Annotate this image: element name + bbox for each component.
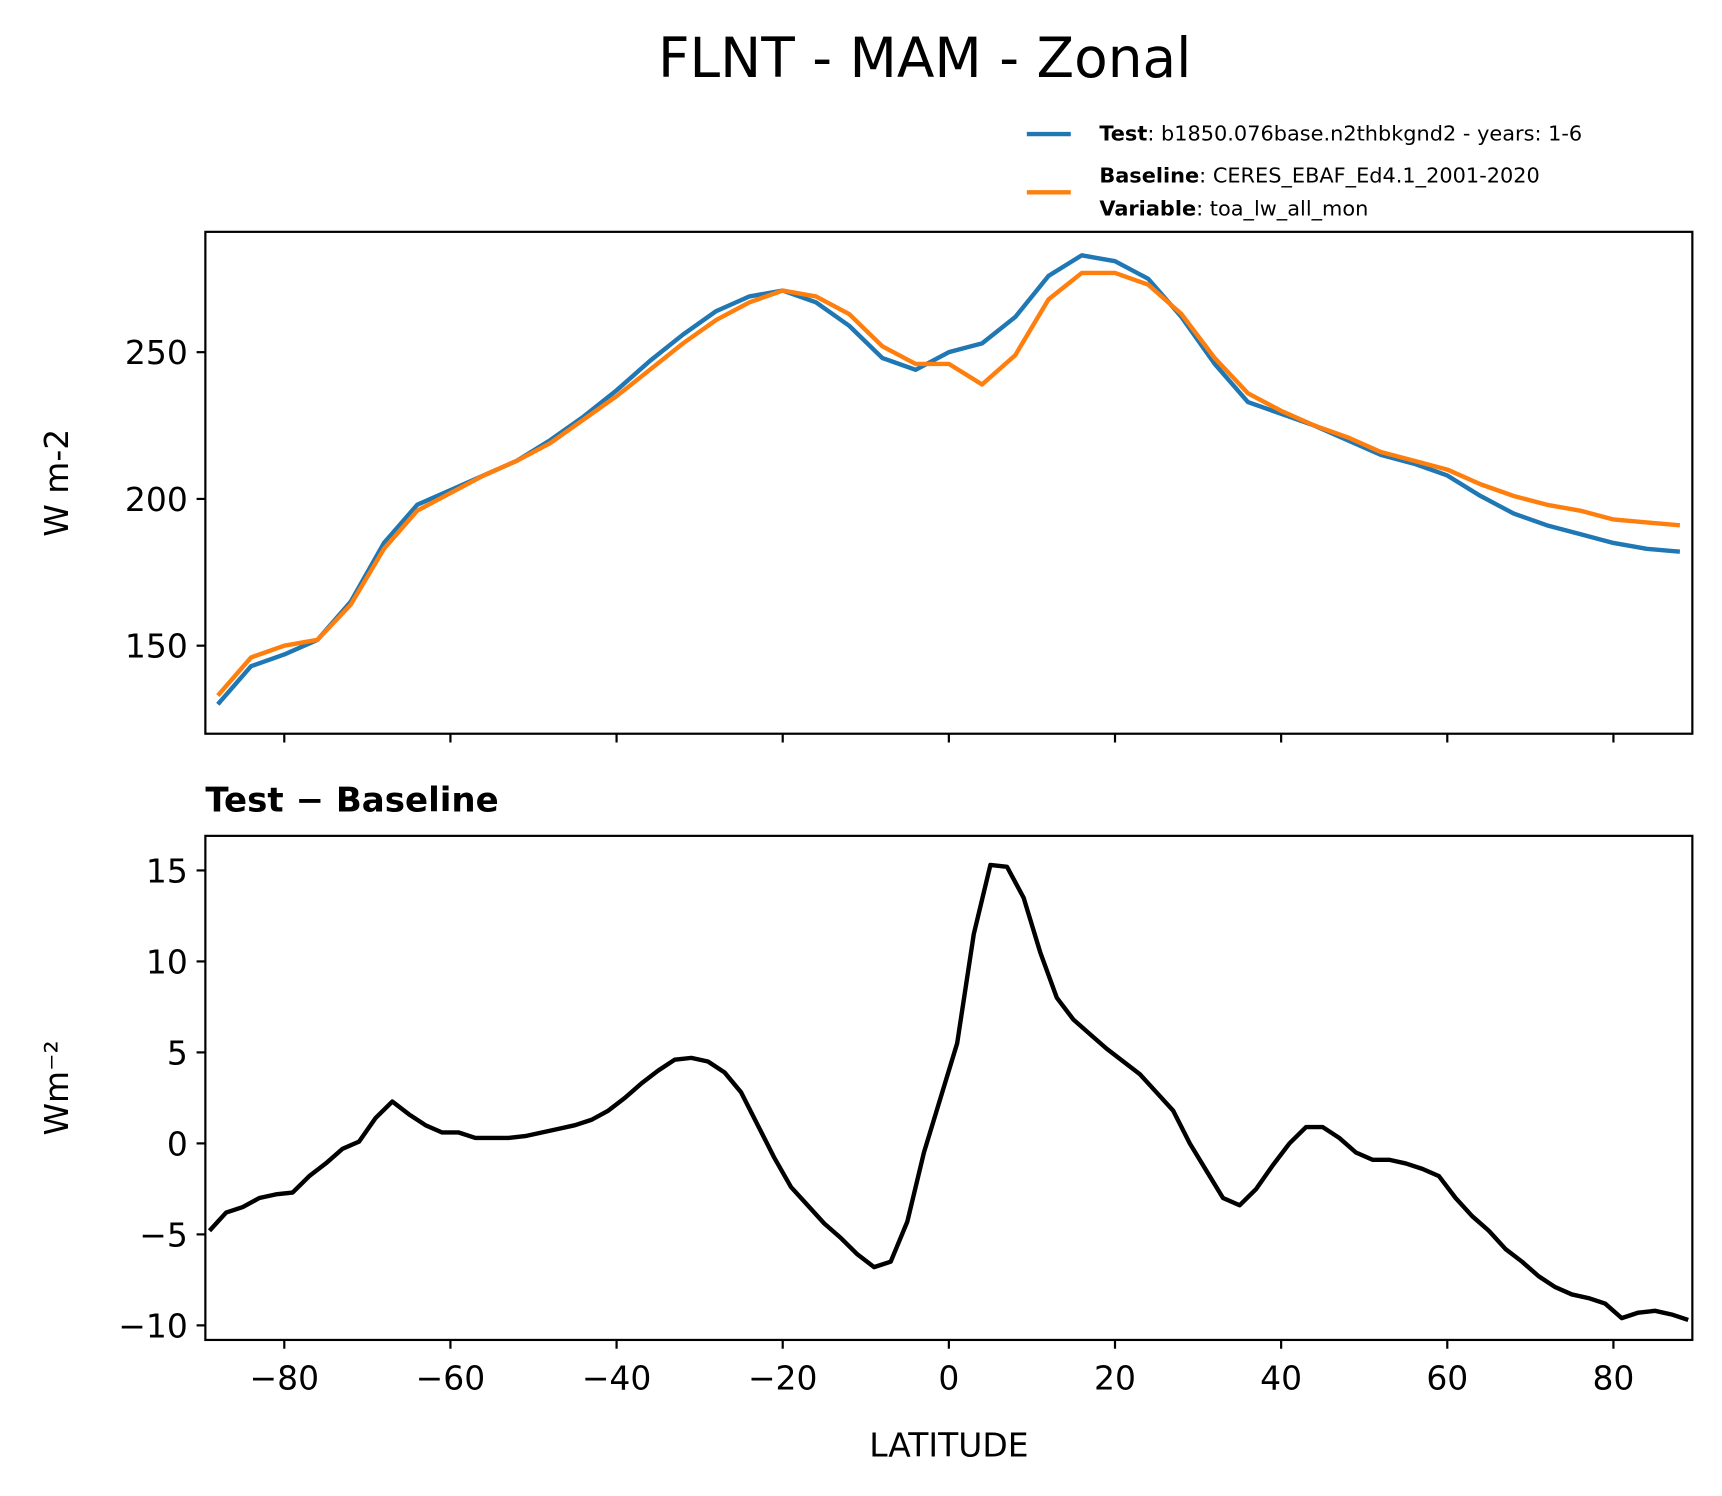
y-tick-label: 10 <box>146 943 188 982</box>
legend-name: Baseline <box>1099 163 1199 187</box>
axes-frame <box>204 230 1694 735</box>
plot-area <box>216 253 1681 706</box>
y-tick-label: 0 <box>167 1124 188 1163</box>
y-tick-label: −5 <box>139 1215 188 1254</box>
y-tick-label: −10 <box>118 1306 188 1345</box>
y-axis-label: Wm⁻² <box>37 1040 76 1135</box>
x-tick-label: −40 <box>582 1358 652 1397</box>
legend-entry: Baseline: CERES_EBAF_Ed4.1_2001-2020 <box>1099 163 1540 188</box>
x-axis-label: LATITUDE <box>869 1425 1028 1464</box>
x-tick-label: −20 <box>748 1358 818 1397</box>
legend-description: : toa_lw_all_mon <box>1196 196 1368 221</box>
data-line <box>216 253 1681 706</box>
data-line <box>207 862 1689 1323</box>
x-tick-label: −60 <box>416 1358 486 1397</box>
data-line <box>216 270 1681 698</box>
y-tick-label: 200 <box>125 480 188 519</box>
axes-frame <box>204 834 1694 1342</box>
legend-name: Test <box>1099 122 1147 146</box>
legend-description: : CERES_EBAF_Ed4.1_2001-2020 <box>1199 163 1540 188</box>
y-tick-label: 5 <box>167 1033 188 1072</box>
x-tick-label: 20 <box>1094 1358 1136 1397</box>
y-axis-label: W m-2 <box>37 429 76 537</box>
subplot-title: Test − Baseline <box>205 781 498 821</box>
legend-name: Variable <box>1099 196 1196 220</box>
legend-entry: Test: b1850.076base.n2thbkgnd2 - years: … <box>1099 122 1582 146</box>
x-tick-label: 40 <box>1260 1358 1302 1397</box>
y-tick-label: 15 <box>146 852 188 891</box>
x-tick-label: 60 <box>1426 1358 1468 1397</box>
plot-area <box>207 862 1689 1323</box>
legend-entry: Variable: toa_lw_all_mon <box>1099 196 1368 221</box>
legend-description: : b1850.076base.n2thbkgnd2 - years: 1-6 <box>1147 122 1582 146</box>
y-tick-label: 250 <box>125 333 188 372</box>
figure-title: FLNT - MAM - Zonal <box>658 26 1191 90</box>
x-tick-label: −80 <box>250 1358 320 1397</box>
x-tick-label: 80 <box>1592 1358 1634 1397</box>
y-tick-label: 150 <box>125 627 188 666</box>
x-tick-label: 0 <box>938 1358 959 1397</box>
